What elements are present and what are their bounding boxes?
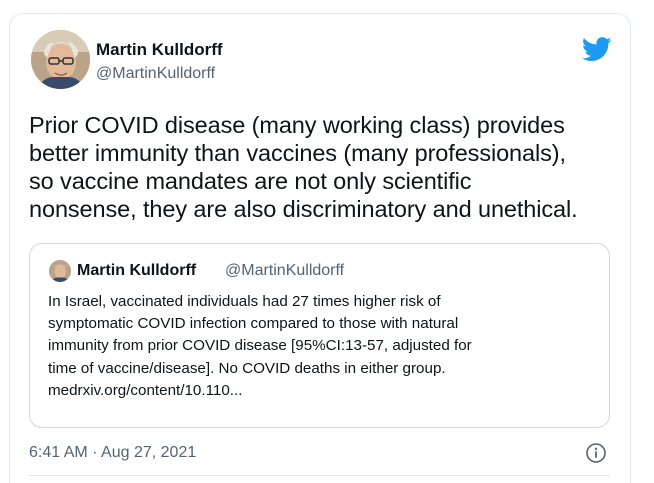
twitter-bird-icon[interactable] [582, 37, 612, 62]
tweet-line: so vaccine mandates are not only scienti… [29, 168, 472, 194]
tweet-card: Martin Kulldorff @MartinKulldorff Prior … [9, 13, 631, 483]
tweet-line: Prior COVID disease (many working class)… [29, 112, 565, 138]
tweet-timestamp[interactable]: 6:41 AM · Aug 27, 2021 [29, 444, 197, 461]
quoted-author-handle[interactable]: @MartinKulldorff [225, 262, 345, 279]
quoted-line: time of vaccine/disease]. No COVID death… [48, 359, 446, 377]
quoted-link[interactable]: medrxiv.org/content/10.110... [48, 381, 243, 399]
author-name[interactable]: Martin Kulldorff [96, 40, 223, 59]
quoted-author-avatar[interactable] [49, 260, 71, 282]
info-icon[interactable] [585, 442, 607, 464]
quoted-tweet-text: In Israel, vaccinated individuals had 27… [48, 291, 604, 402]
quoted-line: immunity from prior COVID disease [95%CI… [48, 337, 472, 355]
divider [29, 475, 610, 476]
avatar-photo [31, 30, 90, 89]
quoted-tweet[interactable]: Martin Kulldorff @MartinKulldorff In Isr… [29, 243, 610, 428]
quoted-line: In Israel, vaccinated individuals had 27… [48, 293, 441, 310]
tweet-text: Prior COVID disease (many working class)… [29, 111, 629, 223]
quoted-author-name[interactable]: Martin Kulldorff [77, 262, 197, 279]
author-avatar[interactable] [31, 30, 90, 89]
tweet-line: better immunity than vaccines (many prof… [29, 140, 566, 166]
quoted-line: symptomatic COVID infection compared to … [48, 315, 459, 333]
author-handle[interactable]: @MartinKulldorff [96, 65, 216, 82]
avatar-photo [49, 260, 71, 282]
tweet-line: nonsense, they are also discriminatory a… [29, 196, 578, 222]
